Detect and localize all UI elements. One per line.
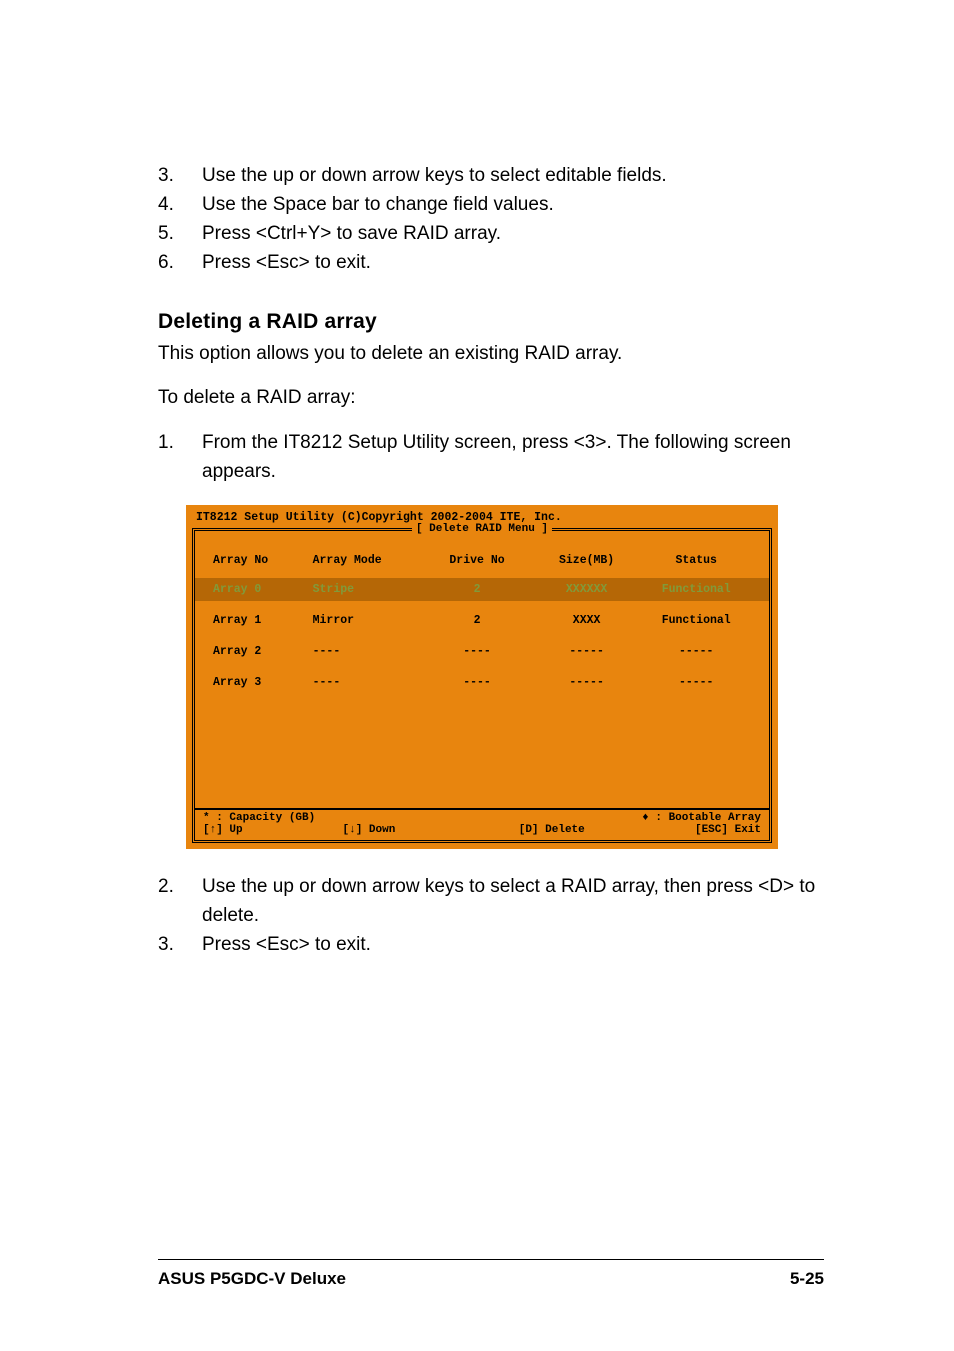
step-item: 3. Use the up or down arrow keys to sele… <box>158 162 824 191</box>
bios-cell: ---- <box>313 676 423 689</box>
step-item: 5. Press <Ctrl+Y> to save RAID array. <box>158 220 824 249</box>
step-text: From the IT8212 Setup Utility screen, pr… <box>202 429 824 487</box>
bios-cell: Array 0 <box>213 583 313 596</box>
bottom-step-list: 2. Use the up or down arrow keys to sele… <box>158 873 824 960</box>
step-text: Use the Space bar to change field values… <box>202 191 824 220</box>
bios-cell: ----- <box>641 645 751 658</box>
lead-paragraph: To delete a RAID array: <box>158 384 824 413</box>
legend-capacity: * : Capacity (GB) <box>203 812 482 824</box>
bios-cell: Array 2 <box>213 645 313 658</box>
step-text: Use the up or down arrow keys to select … <box>202 162 824 191</box>
step-item: 4. Use the Space bar to change field val… <box>158 191 824 220</box>
step-item: 2. Use the up or down arrow keys to sele… <box>158 873 824 931</box>
step-text: Press <Esc> to exit. <box>202 931 824 960</box>
bios-header-cell: Array No <box>213 554 313 567</box>
step-number: 5. <box>158 220 202 249</box>
legend-bootable: ♦ : Bootable Array <box>482 812 761 824</box>
bios-cell: ----- <box>532 676 642 689</box>
bios-header-row: Array No Array Mode Drive No Size(MB) St… <box>195 549 769 572</box>
step-number: 3. <box>158 931 202 960</box>
bios-menu-label: [ Delete RAID Menu ] <box>412 523 552 535</box>
step-number: 6. <box>158 249 202 278</box>
step-number: 4. <box>158 191 202 220</box>
step-text: Use the up or down arrow keys to select … <box>202 873 824 931</box>
bios-legend: * : Capacity (GB) ♦ : Bootable Array [↑]… <box>195 808 769 840</box>
bios-header-cell: Array Mode <box>313 554 423 567</box>
bios-screen: IT8212 Setup Utility (C)Copyright 2002-2… <box>186 505 778 849</box>
bios-cell: ---- <box>422 676 532 689</box>
bios-spacer <box>195 694 769 806</box>
legend-down: [↓] Down <box>343 824 483 836</box>
legend-up: [↑] Up <box>203 824 343 836</box>
bios-cell: Array 1 <box>213 614 313 627</box>
bios-data-row[interactable]: Array 3 ---- ---- ----- ----- <box>195 671 769 694</box>
bios-double-border: [ Delete RAID Menu ] Array No Array Mode… <box>192 528 772 843</box>
bios-data-row[interactable]: Array 2 ---- ---- ----- ----- <box>195 640 769 663</box>
step-text: Press <Ctrl+Y> to save RAID array. <box>202 220 824 249</box>
bios-cell: XXXX <box>532 614 642 627</box>
bios-cell: Mirror <box>313 614 423 627</box>
page-footer: ASUS P5GDC-V Deluxe 5-25 <box>158 1255 824 1289</box>
legend-exit: [ESC] Exit <box>622 824 762 836</box>
step-item: 3. Press <Esc> to exit. <box>158 931 824 960</box>
step-number: 2. <box>158 873 202 931</box>
top-step-list: 3. Use the up or down arrow keys to sele… <box>158 162 824 278</box>
bios-cell: ----- <box>641 676 751 689</box>
step-text: Press <Esc> to exit. <box>202 249 824 278</box>
section-heading: Deleting a RAID array <box>158 310 824 334</box>
mid-step-list: 1. From the IT8212 Setup Utility screen,… <box>158 429 824 487</box>
bios-cell: Array 3 <box>213 676 313 689</box>
bios-data-row[interactable]: Array 1 Mirror 2 XXXX Functional <box>195 609 769 632</box>
bios-cell: 2 <box>422 583 532 596</box>
bios-cell: Stripe <box>313 583 423 596</box>
intro-paragraph: This option allows you to delete an exis… <box>158 340 824 369</box>
bios-table: Array No Array Mode Drive No Size(MB) St… <box>195 531 769 808</box>
bios-cell: Functional <box>641 614 751 627</box>
bios-header-cell: Drive No <box>422 554 532 567</box>
footer-divider <box>158 1259 824 1260</box>
bios-outer-frame: [ Delete RAID Menu ] Array No Array Mode… <box>186 528 778 849</box>
bios-data-row-selected[interactable]: Array 0 Stripe 2 XXXXXX Functional <box>195 578 769 601</box>
bios-cell: ---- <box>422 645 532 658</box>
legend-delete: [D] Delete <box>482 824 622 836</box>
bios-header-cell: Status <box>641 554 751 567</box>
bios-cell: XXXXXX <box>532 583 642 596</box>
step-item: 6. Press <Esc> to exit. <box>158 249 824 278</box>
bios-cell: 2 <box>422 614 532 627</box>
bios-cell: ---- <box>313 645 423 658</box>
footer-product: ASUS P5GDC-V Deluxe <box>158 1269 346 1289</box>
step-number: 3. <box>158 162 202 191</box>
bios-cell: ----- <box>532 645 642 658</box>
step-item: 1. From the IT8212 Setup Utility screen,… <box>158 429 824 487</box>
footer-page-number: 5-25 <box>790 1269 824 1289</box>
bios-header-cell: Size(MB) <box>532 554 642 567</box>
step-number: 1. <box>158 429 202 487</box>
bios-cell: Functional <box>641 583 751 596</box>
